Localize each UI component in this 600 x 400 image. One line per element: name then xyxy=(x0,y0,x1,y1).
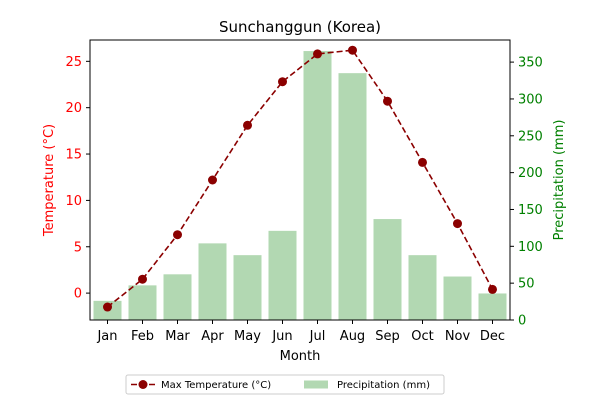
temperature-point-jun xyxy=(278,77,287,87)
legend: Max Temperature (°C) Precipitation (mm) xyxy=(125,374,445,395)
y-left-tick-label: 5 xyxy=(74,240,82,255)
legend-frame xyxy=(125,374,445,395)
y-right-tick-label: 250 xyxy=(518,129,543,144)
x-tick-label: Jun xyxy=(271,329,292,344)
y-right-tick-label: 150 xyxy=(518,203,543,218)
precipitation-bar-nov xyxy=(443,276,472,320)
precipitation-bars xyxy=(93,51,507,320)
precipitation-bar-sep xyxy=(373,219,402,320)
precipitation-bar-feb xyxy=(128,285,157,320)
temperature-point-sep xyxy=(383,96,392,106)
y-right-tick-label: 50 xyxy=(518,277,535,292)
y-left-tick-label: 20 xyxy=(65,101,82,116)
temperature-point-jan xyxy=(103,302,112,312)
precipitation-bar-apr xyxy=(198,243,227,320)
temperature-point-may xyxy=(243,120,252,130)
x-tick-label: May xyxy=(234,329,261,344)
temperature-point-aug xyxy=(348,45,357,55)
temperature-point-nov xyxy=(453,219,462,229)
x-tick-label: Sep xyxy=(375,329,400,344)
x-tick-label: Dec xyxy=(480,329,505,344)
temperature-point-jul xyxy=(313,49,322,59)
temperature-point-oct xyxy=(418,157,427,167)
temperature-line xyxy=(103,45,497,312)
x-tick-label: Nov xyxy=(445,329,471,344)
plot-frame xyxy=(89,39,511,321)
legend-label-precipitation: Precipitation (mm) xyxy=(337,380,430,391)
x-axis-label: Month xyxy=(280,349,321,364)
temperature-line-path xyxy=(107,49,494,308)
x-tick-label: Oct xyxy=(411,329,433,344)
x-tick-label: Jul xyxy=(309,329,326,344)
temperature-point-dec xyxy=(488,284,497,294)
y-right-tick-label: 300 xyxy=(518,92,543,107)
precipitation-bar-mar xyxy=(163,274,192,320)
y-axis-left-label: Temperature (°C) xyxy=(42,124,57,237)
precipitation-bar-jul xyxy=(303,51,332,320)
y-right-tick-label: 0 xyxy=(518,314,526,329)
legend-label-temperature: Max Temperature (°C) xyxy=(161,380,271,391)
y-axis-right-label: Precipitation (mm) xyxy=(552,120,567,241)
precipitation-bar-aug xyxy=(338,73,367,320)
y-right-tick-label: 350 xyxy=(518,56,543,71)
y-left-tick-label: 25 xyxy=(65,55,82,70)
legend-key-precipitation xyxy=(304,380,328,389)
y-right-tick-label: 200 xyxy=(518,166,543,181)
x-tick-label: Apr xyxy=(201,329,224,344)
legend-key-temperature xyxy=(131,380,155,389)
x-tick-label: Aug xyxy=(340,329,365,344)
precipitation-bar-may xyxy=(233,255,262,320)
x-tick-label: Jan xyxy=(96,329,117,344)
temperature-point-feb xyxy=(138,274,147,284)
y-left-tick-label: 10 xyxy=(65,194,82,209)
precipitation-bar-oct xyxy=(408,255,437,320)
x-tick-label: Mar xyxy=(165,329,190,344)
temperature-point-mar xyxy=(173,230,182,240)
y-left-tick-label: 0 xyxy=(74,287,82,302)
chart-title: Sunchanggun (Korea) xyxy=(219,18,381,36)
precipitation-bar-jun xyxy=(268,230,297,320)
legend-key-marker xyxy=(138,380,148,389)
y-left-tick-label: 15 xyxy=(65,148,82,163)
x-tick-label: Feb xyxy=(131,329,154,344)
temperature-point-apr xyxy=(208,175,217,185)
axes: Jan Feb Mar Apr May Jun Jul Aug Sep Oct Nov Dec 0 5 10… xyxy=(65,39,543,344)
y-right-tick-label: 100 xyxy=(518,240,543,255)
precipitation-bar-dec xyxy=(478,293,507,320)
